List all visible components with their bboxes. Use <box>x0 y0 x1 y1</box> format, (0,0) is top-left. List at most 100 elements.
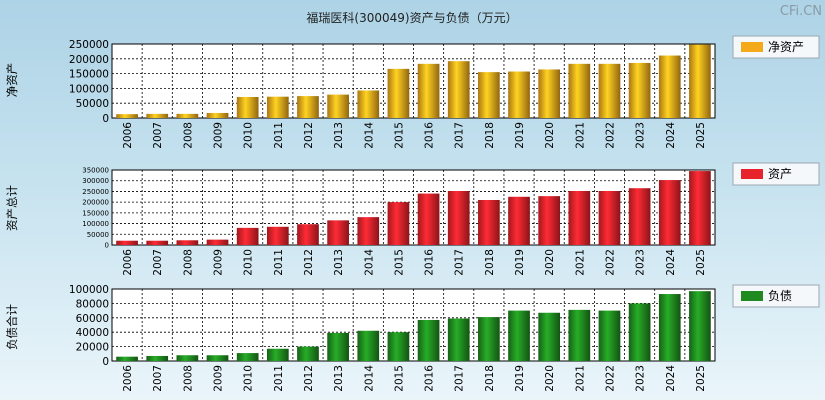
net-assets-bar-2012 <box>297 96 319 118</box>
total-assets-bar-2021 <box>568 191 591 245</box>
net-assets-x-tick-label: 2007 <box>152 122 164 149</box>
total-liabilities-bar-2023 <box>628 303 651 361</box>
net-assets-y-axis-label: 净资产 <box>5 63 19 98</box>
total-assets-bar-2016 <box>417 193 440 245</box>
total-liabilities-bar-2008 <box>176 355 199 361</box>
total-assets-y-axis-label: 资产总计 <box>5 185 19 231</box>
total-assets-bar-2023 <box>628 188 651 245</box>
net-assets-x-tick-label: 2010 <box>243 122 255 149</box>
total-liabilities-x-tick-label: 2009 <box>213 365 225 392</box>
net-assets-bar-2011 <box>266 96 289 118</box>
net-assets-bar-2006 <box>116 114 138 118</box>
total-liabilities-bar-2017 <box>447 318 470 361</box>
net-assets-bar-2025 <box>689 44 711 119</box>
total-liabilities-legend-label: 负债 <box>768 289 792 303</box>
net-assets-y-tick-label: 150000 <box>69 69 109 81</box>
total-assets-y-tick-label: 150000 <box>82 209 109 217</box>
net-assets-bar-2008 <box>176 113 199 118</box>
total-liabilities-x-tick-label: 2012 <box>303 365 315 392</box>
total-assets-x-tick-label: 2016 <box>424 249 436 276</box>
net-assets-x-tick-label: 2009 <box>213 122 225 149</box>
net-assets-legend-label: 净资产 <box>768 40 804 54</box>
total-assets-y-tick-label: 250000 <box>82 188 109 196</box>
total-liabilities-bar-2016 <box>417 319 440 361</box>
net-assets-x-tick-label: 2017 <box>454 122 466 149</box>
total-assets-x-tick-label: 2025 <box>695 249 707 276</box>
total-liabilities-bar-2012 <box>297 346 319 361</box>
total-assets-x-tick-label: 2008 <box>182 249 194 276</box>
total-assets-x-tick-label: 2023 <box>635 249 647 276</box>
total-assets-y-tick-label: 0 <box>105 242 109 250</box>
total-liabilities-x-tick-label: 2018 <box>484 365 496 392</box>
total-assets-bar-2024 <box>658 180 681 245</box>
total-liabilities-legend: 负债 <box>732 284 820 308</box>
total-liabilities-bar-2009 <box>206 355 229 361</box>
net-assets-x-tick-label: 2022 <box>604 122 616 149</box>
net-assets-bar-2007 <box>146 113 169 118</box>
total-assets-bar-2022 <box>598 191 621 245</box>
net-assets-x-tick-label: 2023 <box>635 122 647 149</box>
total-assets-bar-2008 <box>176 240 199 245</box>
total-liabilities-x-tick-label: 2016 <box>424 365 436 392</box>
total-liabilities-bar-2006 <box>116 356 138 361</box>
total-liabilities-y-axis-label: 负债合计 <box>5 304 19 350</box>
net-assets-y-tick-label: 0 <box>102 113 109 125</box>
total-assets-bar-2009 <box>206 239 229 245</box>
total-assets-legend-swatch <box>741 169 763 179</box>
total-liabilities-x-tick-label: 2021 <box>574 365 586 392</box>
total-assets-y-tick-label: 300000 <box>82 177 109 185</box>
total-liabilities-panel: 0 20000 40000 60000 80000 100000 2006 2007 2008 2… <box>5 284 820 392</box>
total-liabilities-y-tick-label: 100000 <box>69 284 109 296</box>
net-assets-x-tick-label: 2021 <box>574 122 586 149</box>
total-assets-x-tick-label: 2006 <box>122 249 134 276</box>
net-assets-bar-2023 <box>628 62 651 118</box>
chart-title: 福瑞医科(300049)资产与负债（万元） <box>306 10 517 25</box>
net-assets-bar-2010 <box>236 96 259 118</box>
total-liabilities-x-tick-label: 2024 <box>665 365 677 392</box>
total-assets-bar-2014 <box>357 217 380 245</box>
total-assets-y-tick-label: 100000 <box>82 220 109 228</box>
total-assets-bar-2006 <box>116 240 138 245</box>
net-assets-bar-2020 <box>538 69 561 118</box>
net-assets-x-tick-label: 2018 <box>484 122 496 149</box>
total-liabilities-x-tick-label: 2013 <box>333 365 345 392</box>
total-liabilities-bar-2018 <box>478 317 500 361</box>
net-assets-bar-2017 <box>447 61 470 118</box>
total-assets-x-tick-label: 2024 <box>665 249 677 276</box>
total-assets-x-tick-label: 2015 <box>393 249 405 276</box>
total-assets-bar-2011 <box>266 226 289 245</box>
total-assets-bar-2017 <box>447 191 470 245</box>
net-assets-x-tick-label: 2020 <box>544 122 556 149</box>
total-liabilities-bar-2022 <box>598 310 621 361</box>
total-assets-y-tick-label: 200000 <box>82 199 109 207</box>
net-assets-x-tick-label: 2013 <box>333 122 345 149</box>
net-assets-bar-2024 <box>658 55 681 118</box>
total-assets-bar-2013 <box>327 220 349 245</box>
net-assets-x-tick-label: 2006 <box>122 122 134 149</box>
total-assets-x-tick-label: 2018 <box>484 249 496 276</box>
total-liabilities-bar-2011 <box>266 348 289 361</box>
net-assets-bar-2019 <box>508 71 530 118</box>
total-liabilities-bar-2020 <box>538 312 561 361</box>
total-assets-legend-label: 资产 <box>768 167 792 181</box>
total-liabilities-x-tick-label: 2023 <box>635 365 647 392</box>
total-liabilities-x-tick-label: 2015 <box>393 365 405 392</box>
total-liabilities-bar-2013 <box>327 332 349 361</box>
total-liabilities-x-tick-label: 2010 <box>243 365 255 392</box>
total-assets-x-tick-label: 2020 <box>544 249 556 276</box>
total-assets-panel: 0 50000 100000 150000 200000 250000 300000 3500… <box>5 162 820 276</box>
net-assets-x-tick-label: 2016 <box>424 122 436 149</box>
net-assets-x-tick-label: 2024 <box>665 122 677 149</box>
total-liabilities-y-tick-label: 40000 <box>76 327 109 339</box>
total-assets-x-tick-label: 2022 <box>604 249 616 276</box>
total-assets-bar-2015 <box>387 202 410 245</box>
total-liabilities-x-tick-label: 2007 <box>152 365 164 392</box>
total-liabilities-bar-2010 <box>236 353 259 361</box>
watermark-text: CFi.CN <box>780 4 822 19</box>
total-liabilities-x-tick-label: 2008 <box>182 365 194 392</box>
total-assets-bar-2010 <box>236 227 259 245</box>
total-liabilities-x-tick-label: 2017 <box>454 365 466 392</box>
total-liabilities-x-tick-label: 2025 <box>695 365 707 392</box>
total-liabilities-x-tick-label: 2006 <box>122 365 134 392</box>
